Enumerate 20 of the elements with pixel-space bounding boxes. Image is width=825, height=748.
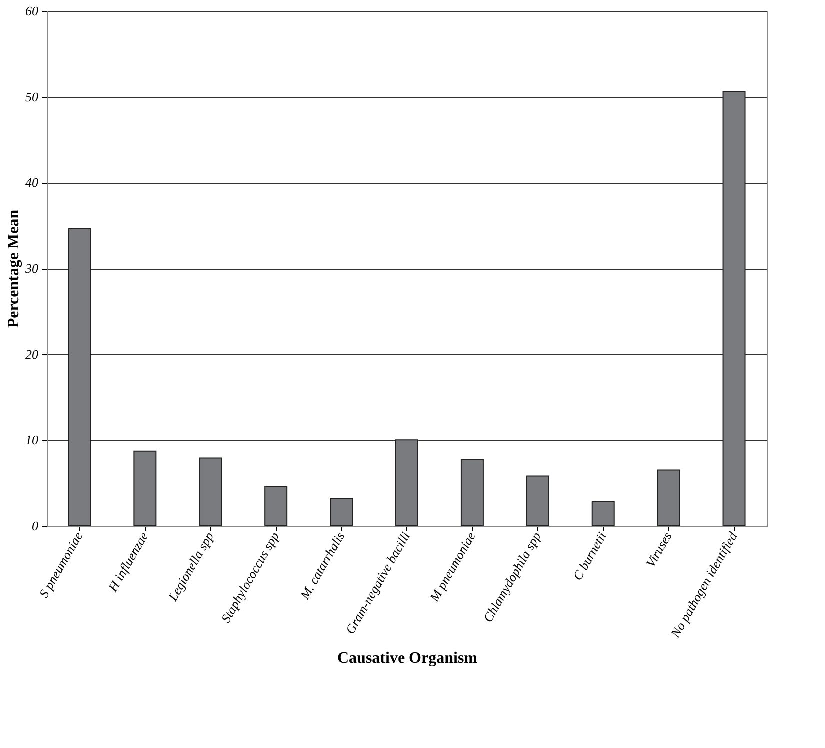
y-tick-label: 40 (26, 175, 39, 190)
bar (526, 476, 550, 526)
y-tick-label: 0 (32, 518, 39, 534)
bar (330, 498, 354, 526)
y-tick-label: 60 (26, 4, 39, 18)
bar (460, 459, 484, 526)
bar (722, 91, 746, 526)
y-tick-label: 10 (26, 432, 39, 448)
bar (68, 228, 92, 526)
bar (199, 458, 222, 526)
y-axis-title: Percentage Mean (6, 210, 22, 328)
bar (134, 450, 157, 526)
bar (396, 440, 418, 526)
bar (657, 470, 680, 526)
bar (592, 501, 615, 526)
bar (264, 486, 288, 526)
y-tick-label: 20 (26, 346, 39, 362)
y-tick-label: 50 (26, 89, 39, 104)
x-axis-title: Causative Organism (338, 650, 478, 668)
y-tick-label: 30 (24, 261, 39, 276)
